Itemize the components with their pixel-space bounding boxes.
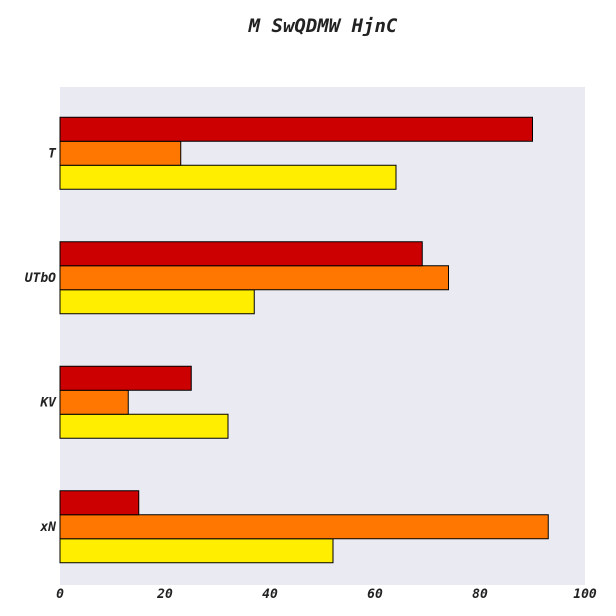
bar-UTbO-series-3 xyxy=(59,241,423,267)
y-tick-label: xN xyxy=(39,520,56,535)
y-tick-label: UTbO xyxy=(25,271,56,286)
bar-xN-series-3 xyxy=(59,490,140,516)
bar-xN-series-1 xyxy=(59,538,334,564)
bar-T-series-3 xyxy=(59,116,533,142)
bar-KV-series-2 xyxy=(59,389,129,415)
y-tick-labels: xN KV UTbO T xyxy=(25,146,57,535)
bar-T-series-1 xyxy=(59,164,397,190)
x-tick-label: 100 xyxy=(573,587,597,602)
x-tick-labels: 0 20 40 60 80 100 xyxy=(56,587,597,602)
x-tick-label: 80 xyxy=(472,587,488,602)
bar-UTbO-series-2 xyxy=(59,265,449,291)
x-tick-label: 40 xyxy=(262,587,278,602)
bar-xN-series-2 xyxy=(59,514,549,540)
y-tick-label: KV xyxy=(39,395,57,410)
bar-KV-series-1 xyxy=(59,413,229,439)
bar-UTbO-series-1 xyxy=(59,289,255,315)
chart-title: M SwQDMW HjnC xyxy=(248,15,398,37)
y-tick-label: T xyxy=(48,146,57,161)
bar-KV-series-3 xyxy=(59,365,192,391)
x-tick-label: 60 xyxy=(367,587,383,602)
x-tick-label: 20 xyxy=(156,587,173,602)
bars-group xyxy=(59,116,549,564)
x-tick-label: 0 xyxy=(56,587,64,602)
bar-T-series-2 xyxy=(59,140,182,166)
